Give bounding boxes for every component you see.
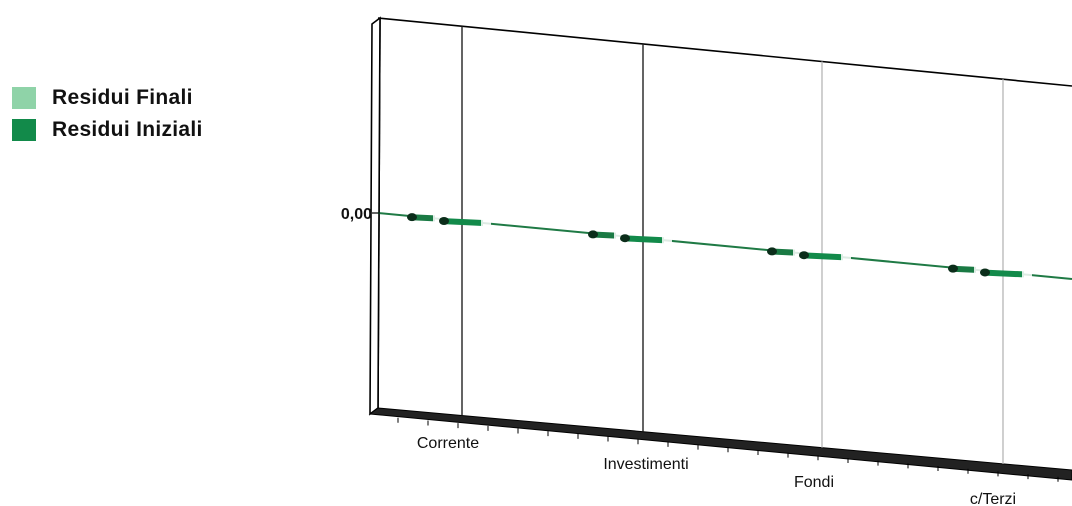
bar-edge <box>948 264 958 273</box>
x-tick-label-c-terzi: c/Terzi <box>970 491 1016 506</box>
y-tick-label: 0,00 <box>341 206 372 223</box>
bar-residui-finali-fondi <box>767 247 803 258</box>
bar-edge <box>980 268 990 277</box>
legend-swatch-residui-iniziali <box>12 119 36 141</box>
category-gridlines <box>461 26 1004 464</box>
bar-residui-iniziali-investimenti <box>620 234 672 246</box>
back-wall-top-edge <box>377 17 1072 87</box>
bar-residui-finali-c-terzi <box>948 264 984 275</box>
legend-label-residui-finali: Residui Finali <box>52 86 193 109</box>
bar-residui-iniziali-corrente <box>439 216 491 228</box>
bar-highlight <box>1022 269 1032 280</box>
bar-face <box>801 252 843 261</box>
legend-swatch-residui-finali <box>12 87 36 109</box>
x-axis-ticks <box>397 417 1059 482</box>
y-axis-labels: 0,00 <box>341 206 380 223</box>
bar-marks <box>407 213 1032 280</box>
x-tick-label-investimenti: Investimenti <box>603 456 688 473</box>
legend-item-residui-finali: Residui Finali <box>12 82 203 114</box>
bar-face <box>982 269 1024 278</box>
bar-highlight <box>793 247 803 258</box>
bar-highlight <box>614 230 624 241</box>
bar-edge <box>767 247 777 256</box>
category-labels: Corrente Investimenti Fondi c/Terzi <box>417 435 1016 506</box>
bar-highlight <box>481 217 491 228</box>
x-tick-label-fondi: Fondi <box>794 474 834 491</box>
x-tick-label-corrente: Corrente <box>417 435 479 452</box>
bar-residui-iniziali-c-terzi <box>980 268 1032 280</box>
legend-label-residui-iniziali: Residui Iniziali <box>52 118 203 141</box>
bar-edge <box>407 213 417 222</box>
bar-face <box>622 235 664 244</box>
chart-legend: Residui Finali Residui Iniziali <box>12 82 203 146</box>
bar-highlight <box>662 235 672 246</box>
bar-residui-finali-corrente <box>407 213 443 224</box>
legend-item-residui-iniziali: Residui Iniziali <box>12 114 203 146</box>
bar-highlight <box>433 213 443 224</box>
bar-residui-iniziali-fondi <box>799 251 851 263</box>
bar-face <box>441 217 483 226</box>
bar-edge <box>439 216 449 225</box>
bar-edge <box>620 234 630 243</box>
chart-floor <box>368 407 1072 481</box>
bar-highlight <box>974 264 984 275</box>
bar-residui-finali-investimenti <box>588 230 624 241</box>
bar-highlight <box>841 252 851 263</box>
bar-edge <box>799 251 809 260</box>
bar-edge <box>588 230 598 239</box>
